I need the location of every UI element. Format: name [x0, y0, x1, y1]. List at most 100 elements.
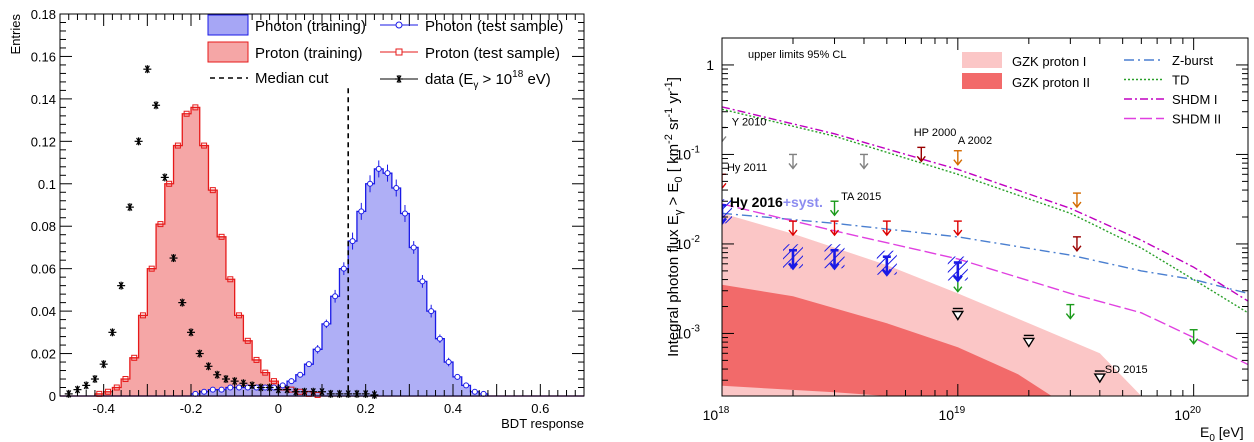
x-tick-label: 1020 — [1174, 405, 1201, 423]
data-point — [152, 101, 161, 110]
y-tick-label: 0.06 — [31, 262, 56, 277]
limit-arrowhead — [951, 310, 965, 321]
photon-test-marker — [428, 308, 435, 315]
limit-arrowhead — [859, 163, 869, 170]
data-point — [187, 328, 195, 337]
data-point — [169, 254, 178, 263]
legend: GZK proton I GZK proton II Z-burst TD SHDM I… — [962, 52, 1221, 127]
legend-label-shdm-ii: SHDM II — [1172, 112, 1221, 127]
legend-label-median-cut: Median cut — [255, 70, 329, 87]
legend-swatch-proton-test-marker — [395, 48, 403, 56]
limit-arrowhead — [1072, 201, 1082, 209]
legend-label-photon-training: Photon (training) — [255, 18, 366, 35]
data-point — [134, 137, 143, 146]
x-tick-label: 0.2 — [357, 401, 375, 416]
proton-test-marker — [227, 276, 234, 283]
label-sd-2015: SD 2015 — [1105, 364, 1148, 376]
limit-arrowhead — [881, 268, 892, 277]
limit-arrowhead — [829, 209, 840, 217]
data-point — [248, 381, 257, 390]
data-point — [117, 281, 126, 290]
data-point — [221, 375, 230, 384]
legend: Photon (training) Proton (training) Median… — [207, 14, 563, 91]
data-point — [178, 298, 187, 307]
label-y-2010: Y 2010 — [732, 117, 767, 129]
label-a-2002: A 2002 — [958, 135, 992, 147]
data-point — [213, 370, 222, 379]
plot-area — [722, 106, 1248, 396]
limit-arrowhead — [1093, 373, 1107, 384]
data-point — [108, 328, 117, 337]
photon-test-marker — [201, 388, 208, 395]
limit-arrowhead — [1022, 337, 1036, 348]
limit-arrowhead — [916, 155, 926, 163]
legend-label-photon-test: Photon (test sample) — [425, 18, 563, 35]
proton-test-marker — [183, 110, 190, 117]
photon-test-marker — [279, 382, 286, 389]
proton-test-marker — [139, 312, 146, 319]
limit-arrowhead — [953, 229, 963, 237]
legend-label-gzk-proton-1: GZK proton I — [1012, 54, 1086, 69]
photon-test-marker — [297, 371, 304, 378]
limit-arrowhead — [829, 229, 840, 237]
label-hy-2011: Hy 2011 — [727, 162, 767, 174]
photon-test-marker — [463, 382, 470, 389]
limit-arrowhead — [722, 136, 727, 143]
photon-test-marker — [358, 208, 365, 215]
legend-label-proton-training: Proton (training) — [255, 45, 363, 62]
limit-arrowhead — [1065, 313, 1075, 320]
limit-arrowhead — [787, 262, 799, 271]
y-tick-label: 0.18 — [31, 7, 56, 22]
legend-swatch-data-marker — [395, 75, 403, 83]
limit-set-y-2010 — [722, 126, 869, 170]
data-point — [204, 362, 213, 371]
y-tick-label: 0 — [49, 389, 56, 404]
x-axis-label: BDT response — [501, 416, 584, 431]
y-tick-label: 0.04 — [31, 304, 56, 319]
proton-test-marker — [218, 233, 225, 240]
legend-label-data: data (Eγ > 1018 eV) — [425, 69, 551, 91]
x-tick-label: -0.2 — [180, 401, 202, 416]
y-tick-label: 1 — [706, 57, 714, 73]
data-point — [230, 377, 239, 386]
photon-test-marker — [340, 265, 347, 272]
label-hp-2000: HP 2000 — [914, 127, 957, 139]
photon-test-marker — [367, 180, 374, 187]
legend-swatch-gzk-proton-2 — [962, 73, 1002, 89]
photon-test-marker — [471, 388, 478, 395]
legend-label-td: TD — [1172, 73, 1189, 88]
x-tick-label: 0.4 — [444, 401, 462, 416]
y-axis-label: Entries — [8, 14, 23, 55]
x-tick-label: 1019 — [938, 405, 965, 423]
gzk-proton-1-band-lower — [722, 385, 887, 396]
proton-test-marker — [174, 142, 181, 149]
photon-test-marker — [384, 170, 391, 177]
y-tick-label: 0.12 — [31, 134, 56, 149]
data-point — [125, 203, 134, 212]
y-tick-label: 0.14 — [31, 92, 56, 107]
proton-test-marker — [157, 221, 164, 228]
photon-test-marker — [305, 361, 312, 368]
y-tick-label: 0.16 — [31, 49, 56, 64]
limit-set-hy-2016 — [722, 199, 968, 283]
syst-hatch-box — [722, 199, 732, 224]
limit-arrowhead — [829, 262, 840, 271]
label-hy-2016: Hy 2016+syst. — [730, 194, 823, 210]
photon-test-marker — [401, 210, 408, 217]
legend-label-proton-test: Proton (test sample) — [425, 45, 560, 62]
photon-test-marker — [410, 244, 417, 251]
photon-test-marker — [323, 320, 330, 327]
proton-test-marker — [209, 187, 216, 194]
limit-set-sd-2015 — [951, 307, 1107, 384]
y-tick-label: 0.02 — [31, 347, 56, 362]
legend-swatch-proton-training — [207, 41, 249, 63]
proton-test-marker — [166, 180, 173, 187]
limit-arrowhead — [953, 159, 963, 166]
proton-test-marker — [270, 378, 277, 385]
proton-test-marker — [122, 376, 129, 383]
limit-arrowhead — [952, 274, 963, 283]
bdt-response-histogram: -0.4 -0.2 0 0.2 0.4 0.6 0 0.02 0.04 0.06 0.08 0.1 0.… — [8, 7, 585, 431]
proton-test-marker — [262, 369, 269, 376]
limit-set-hp-2000 — [916, 146, 1082, 252]
